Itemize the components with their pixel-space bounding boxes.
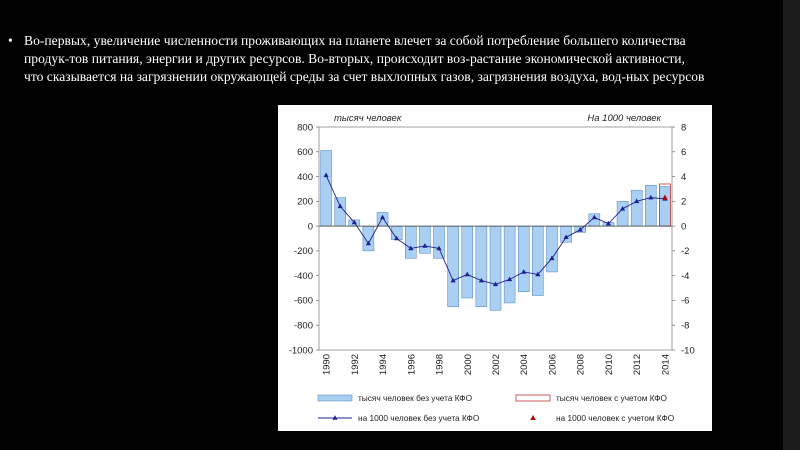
right-tick-label: -4 [681,271,689,282]
bar-without-kfo [320,150,332,227]
left-tick-label: -400 [294,271,313,282]
plot-border [318,126,673,351]
bar-without-kfo [546,225,558,273]
x-tick-label: 2006 [547,354,558,375]
left-tick-label: -200 [294,246,313,257]
x-tick-label: 2002 [491,354,502,375]
paragraph-text: Во-первых, увеличение численности прожив… [24,33,705,85]
legend-swatch-bar-kfo [515,394,551,402]
per-1000-point [394,235,400,241]
per-1000-point [436,245,442,251]
per-1000-point [337,203,343,209]
left-tick-label: 200 [297,197,313,208]
bar-without-kfo [489,225,502,311]
left-tick-label: 0 [308,221,313,232]
right-tick-label: -8 [681,321,689,332]
bar-without-kfo [659,186,671,227]
per-1000-point [549,255,555,261]
legend-label: тысяч человек без учета КФО [358,393,473,403]
x-tick-label: 2012 [632,354,643,375]
left-tick-label: -600 [294,296,313,307]
left-tick-label: 600 [297,147,313,158]
x-tick-label: 1992 [350,354,361,375]
right-tick-label: 6 [681,147,686,158]
bar-without-kfo [560,225,572,243]
right-axis-unit: На 1000 человек [587,113,661,124]
legend-swatch-line-marker [332,415,338,420]
per-1000-point [379,214,386,220]
right-tick-label: -6 [681,296,689,307]
left-axis-unit: тысяч человек [334,113,402,124]
bar-without-kfo [630,189,643,227]
left-tick-label: -800 [294,321,313,332]
per-1000-point [478,277,484,283]
chart-panel: тысяч человек На 1000 человек 800 600 400 2… [278,105,712,431]
legend-swatch-marker [530,415,536,420]
bar-without-kfo [405,225,417,259]
per-1000-kfo-point [662,194,668,200]
per-1000-point [408,245,414,251]
per-1000-point [619,205,626,211]
bar-without-kfo [503,225,516,304]
per-1000-point [464,271,470,277]
bar-without-kfo [532,225,544,296]
axes [316,126,675,351]
bar-without-kfo [433,225,445,259]
per-1000-point [591,214,597,220]
x-tick-label: 1998 [435,354,446,375]
per-1000-point [507,276,513,282]
bar-without-kfo [419,225,431,254]
line-series [323,172,668,287]
right-tick-label: -2 [681,246,689,257]
population-chart: тысяч человек На 1000 человек 8006004002… [289,113,695,423]
x-tick-label: 1996 [406,354,417,375]
per-1000-point [648,194,654,200]
per-1000-point [365,240,372,246]
x-tick-label: 1990 [322,354,333,375]
right-tick-label: 4 [681,172,686,183]
per-1000-point [521,269,527,274]
bar-without-kfo [645,184,657,227]
x-tick-label: 2014 [660,354,671,375]
per-1000-point [450,277,456,283]
per-1000-point [634,198,640,204]
bullet-paragraph: • Во-первых, увеличение численности прож… [6,32,706,87]
legend: тысяч человек без учета КФО тысяч человек… [317,393,675,423]
right-tick-label: 0 [681,221,686,232]
bar-without-kfo [616,201,629,227]
per-1000-point [563,234,569,240]
per-1000-point [422,243,428,248]
right-tick-label: -10 [681,345,695,356]
left-tick-label: -1000 [289,345,313,356]
per-1000-point [351,219,357,225]
bars [320,150,671,311]
x-tick-label: 2008 [576,354,587,375]
tick-labels: 8006004002000-200-400-600-800-100086420-… [289,122,695,375]
x-tick-label: 2000 [463,354,474,375]
bar-without-kfo [447,225,459,307]
legend-label: тысяч человек с учетом КФО [556,393,668,403]
bar-without-kfo [517,225,530,293]
bullet-mark: • [8,33,13,48]
per-1000-point [577,227,583,232]
legend-label: на 1000 человек с учетом КФО [556,413,675,423]
legend-label: на 1000 человек без учета КФО [358,413,480,423]
legend-swatch-bar [317,394,353,402]
bar-without-kfo [461,225,474,299]
per-1000-point [535,271,541,277]
bar-without-kfo [334,197,346,227]
right-tick-label: 8 [681,122,686,133]
bar-without-kfo [475,225,488,307]
x-tick-label: 2004 [519,354,530,375]
x-tick-label: 1994 [378,354,389,375]
per-1000-point [492,281,499,287]
per-1000-point [605,220,612,226]
left-tick-label: 800 [297,122,313,133]
left-tick-label: 400 [297,172,313,183]
side-strip [783,0,800,450]
x-tick-label: 2010 [604,354,615,375]
right-tick-label: 2 [681,197,686,208]
per-1000-point [323,172,329,178]
